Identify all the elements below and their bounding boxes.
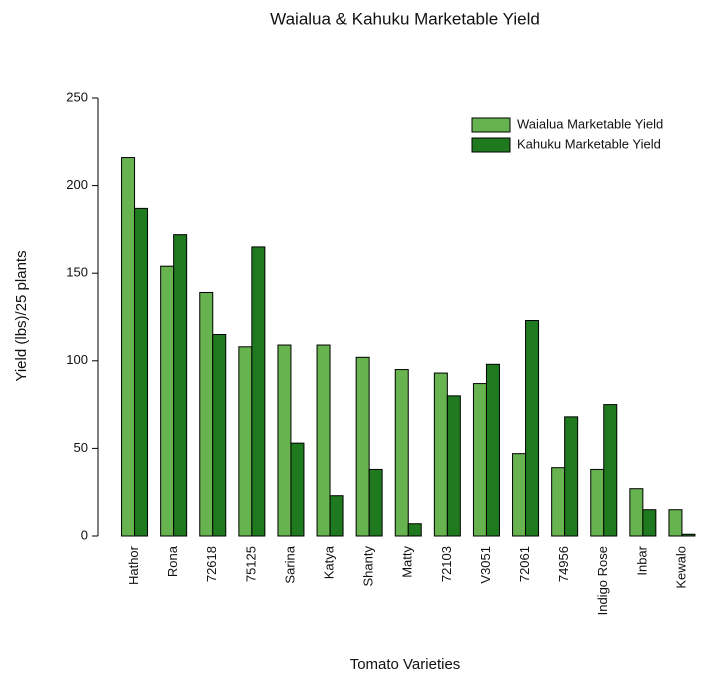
y-tick-label: 0 [81, 527, 88, 542]
y-tick-label: 100 [66, 352, 88, 367]
bar [433, 372, 448, 537]
bar [642, 509, 657, 537]
bar [368, 468, 383, 537]
bar [446, 395, 461, 537]
legend-label: Waialua Marketable Yield [517, 116, 663, 131]
x-axis-label: Tomato Varieties [350, 656, 461, 673]
bar [472, 383, 487, 537]
bar [160, 265, 175, 537]
x-tick-label: 72061 [517, 546, 532, 582]
legend-swatch [471, 117, 511, 133]
bar [238, 346, 253, 537]
x-tick-label: 75125 [243, 546, 258, 582]
bar [590, 468, 605, 537]
y-tick-label: 250 [66, 89, 88, 104]
bar [668, 509, 683, 537]
x-tick-label: Rona [165, 545, 180, 577]
chart-title: Waialua & Kahuku Marketable Yield [270, 9, 540, 28]
bar [551, 467, 566, 537]
bar [603, 404, 618, 537]
x-tick-label: Kewalo [673, 546, 688, 589]
bar [407, 523, 422, 537]
y-tick-label: 150 [66, 265, 88, 280]
legend-swatch [471, 137, 511, 153]
x-tick-label: Inbar [634, 545, 649, 575]
bar [681, 533, 696, 537]
x-tick-label: Hathor [126, 545, 141, 585]
bar [251, 246, 266, 537]
x-tick-label: Shanty [361, 546, 376, 587]
bar [329, 495, 344, 537]
bar [355, 356, 370, 537]
bar [316, 344, 331, 537]
x-tick-label: 72618 [204, 546, 219, 582]
bar [173, 234, 188, 537]
bar [212, 334, 227, 537]
bar [485, 363, 500, 537]
bar [629, 488, 644, 537]
bar [199, 291, 214, 537]
x-tick-label: V3051 [478, 546, 493, 584]
x-tick-label: Sarina [282, 545, 297, 583]
bar [525, 320, 540, 537]
bar [134, 207, 149, 537]
x-tick-label: Katya [321, 545, 336, 579]
y-tick-label: 50 [74, 440, 88, 455]
y-axis-label: Yield (lbs)/25 plants [13, 250, 30, 381]
x-tick-label: 74956 [556, 546, 571, 582]
bar [394, 369, 409, 537]
x-tick-label: Indigo Rose [595, 546, 610, 615]
y-tick-label: 200 [66, 177, 88, 192]
bar [121, 157, 136, 537]
bar [290, 442, 305, 537]
x-tick-label: Matty [400, 546, 415, 578]
bar [564, 416, 579, 537]
x-tick-label: 72103 [439, 546, 454, 582]
bar [512, 453, 527, 537]
legend-label: Kahuku Marketable Yield [517, 136, 661, 151]
bar [277, 344, 292, 537]
